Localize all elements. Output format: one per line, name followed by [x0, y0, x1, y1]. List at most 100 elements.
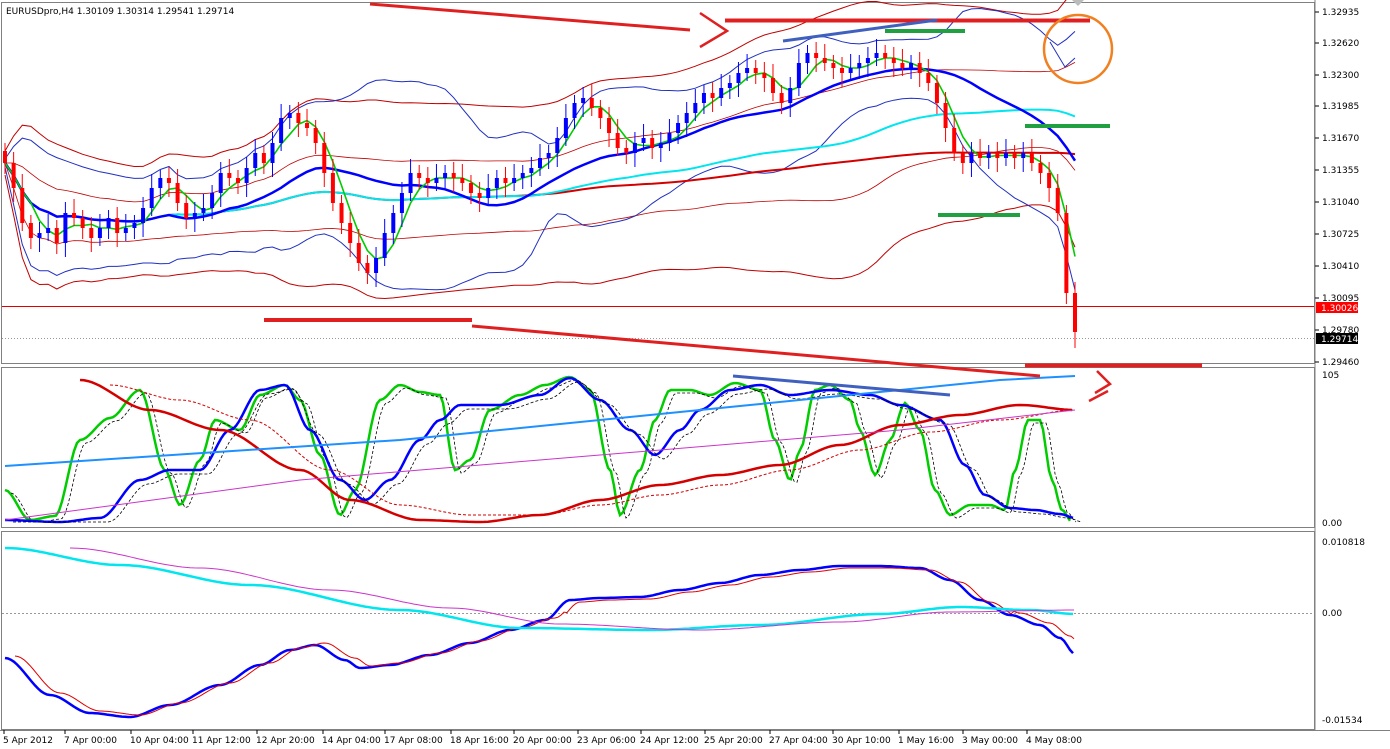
ohlc-values: 1.30109 1.30314 1.29541 1.29714 — [77, 7, 235, 17]
candle — [572, 95, 577, 129]
candle-body — [676, 123, 681, 133]
candle — [313, 120, 318, 154]
candle — [201, 194, 206, 221]
y-tick-label: 1.31670 — [1322, 134, 1359, 144]
candle — [192, 202, 197, 232]
candle — [261, 145, 266, 174]
candle-body — [46, 228, 51, 233]
x-tick-label: 11 Apr 12:00 — [192, 736, 251, 746]
candle-body — [270, 143, 275, 163]
candle — [512, 164, 517, 191]
y-tick-label: 1.32620 — [1322, 39, 1359, 49]
x-tick-label: 30 Apr 10:00 — [832, 736, 891, 746]
candle-body — [305, 123, 310, 128]
arrow-tick — [1088, 389, 1109, 403]
stochastic-k-green — [4, 375, 1072, 522]
oscillator-lines — [4, 546, 1075, 719]
candle-body — [287, 113, 292, 118]
candle-body — [563, 118, 568, 138]
candle-body — [106, 218, 111, 228]
candle-body — [520, 173, 525, 178]
candle-body — [330, 173, 335, 203]
candle-body — [184, 203, 189, 218]
stochastic-d-blue — [5, 376, 1074, 524]
candle-body — [969, 153, 974, 163]
candle-body — [399, 193, 404, 213]
candle — [330, 159, 335, 211]
x-tick-label: 18 Apr 16:00 — [450, 736, 509, 746]
candle — [494, 170, 499, 199]
candle — [581, 87, 586, 117]
candle — [477, 182, 482, 212]
scroll-marker — [1072, 0, 1084, 6]
candle-body — [848, 68, 853, 73]
level-price-text: 1.30026 — [1321, 304, 1358, 314]
candle — [1055, 174, 1060, 221]
y-tick-label: 1.32300 — [1322, 71, 1359, 81]
candle — [1073, 282, 1077, 348]
stochastic-sky-line — [4, 375, 1076, 467]
candle — [788, 77, 793, 117]
candle — [227, 159, 232, 186]
price-indicators — [2, 0, 1314, 339]
candle-body — [37, 233, 42, 238]
candle — [175, 169, 180, 211]
candle-body — [529, 168, 534, 173]
candle-body — [822, 58, 827, 63]
candle — [89, 217, 94, 252]
candle-body — [72, 213, 77, 218]
candle — [287, 105, 292, 129]
candle-body — [408, 173, 413, 193]
candle — [693, 89, 698, 121]
candle-body — [926, 73, 931, 83]
y-tick-label: 1.29780 — [1322, 326, 1359, 336]
candle — [917, 52, 922, 87]
candle — [978, 139, 983, 166]
x-tick-label: 23 Apr 06:00 — [577, 736, 636, 746]
symbol-label: EURUSDpro,H4 — [6, 7, 74, 17]
candle — [796, 49, 801, 96]
candle-body — [175, 183, 180, 203]
candle — [529, 157, 534, 187]
candle-body — [54, 228, 59, 243]
candle-body — [261, 153, 266, 163]
candle — [538, 144, 542, 176]
candle-body — [770, 78, 775, 93]
candle — [184, 195, 189, 229]
candle-body — [1064, 213, 1069, 293]
stochastic-lines — [4, 375, 1082, 524]
osc-cyan-line — [4, 546, 1074, 632]
candle-body — [244, 168, 249, 183]
candle-body — [28, 223, 33, 238]
candle-body — [538, 158, 542, 168]
candle-body — [719, 88, 724, 98]
candle — [322, 132, 327, 187]
candle-body — [3, 151, 7, 163]
candle-body — [201, 208, 206, 213]
candle — [883, 45, 888, 69]
candle — [822, 44, 827, 71]
candle — [54, 220, 59, 254]
candle-body — [701, 93, 706, 103]
candle — [339, 195, 344, 234]
candle — [745, 54, 750, 81]
long-band-mid-lower — [4, 147, 1076, 245]
candle — [814, 42, 819, 72]
candle-body — [218, 173, 223, 193]
candle-body — [1038, 163, 1043, 173]
candle — [20, 174, 25, 231]
candle — [667, 119, 672, 151]
stoch-top-label: 105 — [1322, 371, 1339, 381]
candle — [650, 130, 655, 159]
candle-body — [667, 133, 672, 143]
candle-body — [581, 98, 586, 103]
candle-body — [494, 178, 499, 188]
candle-body — [477, 193, 482, 198]
bollinger-upper — [4, 7, 1076, 180]
osc-tick-label: 0.00 — [1322, 609, 1342, 619]
candle — [408, 159, 413, 201]
candle — [607, 107, 612, 147]
candle-body — [624, 148, 629, 153]
candle — [1047, 162, 1052, 202]
